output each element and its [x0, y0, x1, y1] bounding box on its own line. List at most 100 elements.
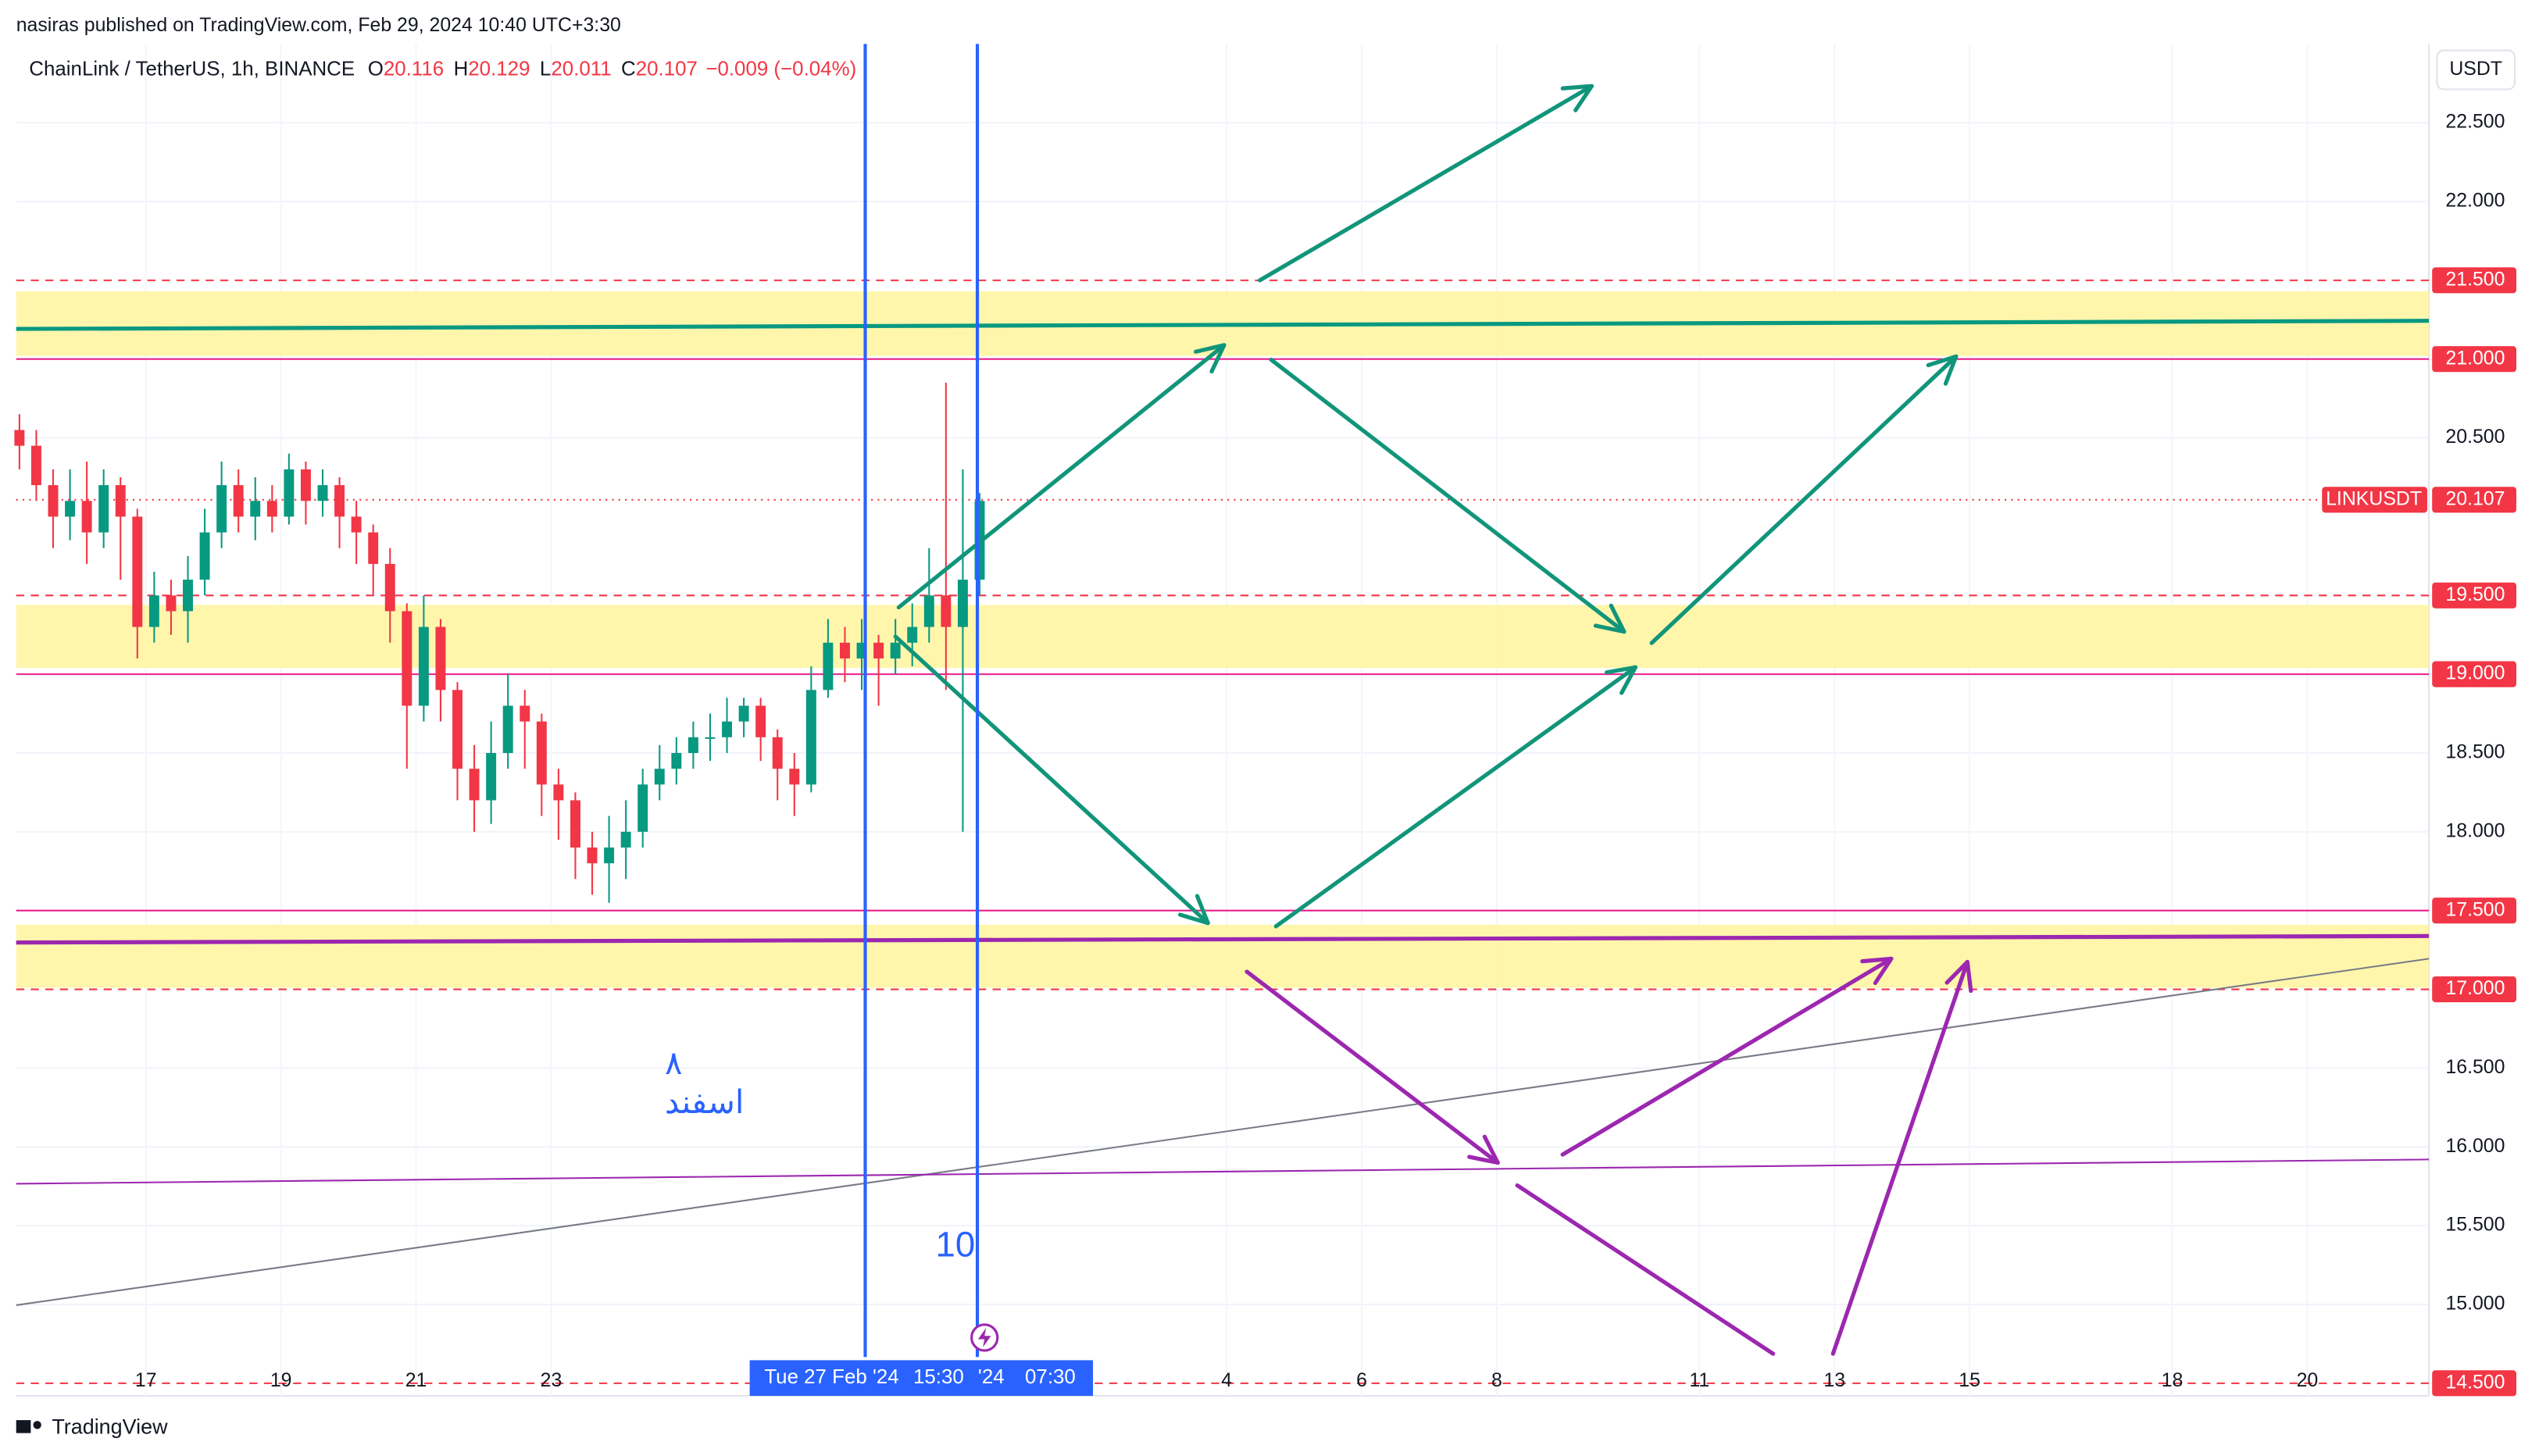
candle-body [284, 469, 295, 517]
x-tick-label: 17 [135, 1369, 157, 1391]
candle-body [418, 626, 429, 706]
event-icon-bolt [977, 1327, 991, 1347]
y-tick-label: 16.000 [2445, 1135, 2505, 1157]
candle-body [132, 516, 143, 627]
candle-body [587, 848, 598, 864]
zone [16, 605, 2430, 669]
x-tick-label: 6 [1356, 1369, 1367, 1391]
cursor-label-box [749, 1360, 1094, 1396]
arrow [1245, 969, 1500, 1165]
zone [16, 924, 2430, 988]
y-tick-label: 16.500 [2445, 1056, 2505, 1078]
arrow-head [1593, 603, 1627, 634]
price-level-label: 17.000 [2445, 977, 2505, 999]
candle-body [486, 752, 497, 801]
candle-body [435, 626, 446, 691]
y-tick-label: 15.000 [2445, 1293, 2505, 1315]
candle-body [233, 485, 244, 517]
annotation-text: 10 [936, 1224, 976, 1264]
arrow [1273, 665, 1638, 929]
candle-body [384, 563, 395, 612]
arrow-head [1177, 894, 1210, 926]
candle-body [402, 611, 412, 706]
legend: ChainLink / TetherUS, 1h, BINANCE O20.116… [29, 58, 856, 80]
candle-body [805, 690, 816, 785]
cursor-label: '24 [978, 1366, 1005, 1388]
arrow-head [1860, 956, 1894, 986]
price-level-label: 17.500 [2445, 898, 2505, 920]
arrow [1830, 959, 1969, 1356]
candle-body [148, 595, 159, 627]
x-tick-label: 11 [1689, 1369, 1709, 1391]
legend-item: H [454, 58, 469, 80]
candle-body [317, 485, 328, 501]
arrow [1515, 1183, 1776, 1356]
candle-body [81, 501, 92, 533]
y-tick-label: 22.000 [2445, 190, 2505, 212]
candle-body [452, 690, 462, 769]
currency: USDT [2449, 58, 2502, 80]
candle-body [115, 485, 126, 517]
x-tick-label: 21 [405, 1369, 427, 1391]
candles [14, 382, 985, 903]
candle-body [300, 469, 311, 501]
last-price-label: 20.107 [2445, 487, 2505, 509]
x-tick-label: 20 [2297, 1369, 2319, 1391]
legend-item: C [621, 58, 636, 80]
legend-item: ChainLink / TetherUS, 1h, BINANCE [29, 58, 355, 80]
candle-body [183, 580, 193, 612]
candle-body [907, 626, 918, 643]
cursor-label: 07:30 [1025, 1366, 1076, 1388]
x-tick-label: 23 [541, 1369, 562, 1391]
candle-body [65, 501, 76, 517]
candle-body [250, 501, 261, 517]
candle-body [637, 784, 648, 832]
header: nasiras published on TradingView.com, Fe… [16, 14, 621, 36]
price-level-label: 14.500 [2445, 1371, 2505, 1393]
arrow-head [1560, 84, 1594, 112]
x-tick-label: 4 [1221, 1369, 1232, 1391]
candle-body [687, 737, 698, 753]
candle-body [469, 769, 480, 801]
legend-item: −0.009 (−0.04%) [705, 58, 856, 80]
candle-body [604, 848, 615, 864]
price-level-label: 19.000 [2445, 662, 2505, 684]
currency-box[interactable] [2436, 49, 2516, 91]
arrow-head [1194, 343, 1227, 374]
candle-body [520, 705, 530, 722]
arrow [1269, 357, 1627, 634]
annotation-text: ۸ [665, 1044, 682, 1081]
arrow-head [1944, 959, 1973, 994]
x-tick-label: 13 [1823, 1369, 1845, 1391]
candle-body [957, 580, 968, 627]
candle-body [166, 595, 177, 612]
candle-body [266, 501, 277, 517]
y-tick-label: 18.000 [2445, 819, 2505, 841]
zones [16, 291, 2430, 988]
y-tick-label: 15.500 [2445, 1214, 2505, 1236]
candle-body [502, 705, 513, 753]
legend-item: L [540, 58, 551, 80]
grid [16, 44, 2430, 1396]
candle-body [620, 831, 631, 848]
symbol-label: LINKUSDT [2326, 487, 2422, 509]
candle-body [553, 784, 564, 801]
logo-mark [33, 1421, 41, 1429]
candle-body [755, 705, 766, 737]
arrow [896, 343, 1227, 610]
candle-body [890, 642, 901, 658]
price-level-box [2432, 661, 2516, 687]
arrow-head [1605, 665, 1638, 695]
candle-body [570, 800, 580, 848]
candle-body [654, 769, 665, 785]
arrow-head [1467, 1134, 1500, 1165]
candle-body [351, 516, 362, 533]
horizontal-trend [16, 933, 2430, 945]
arrow [893, 634, 1210, 926]
price-level-label: 21.000 [2445, 347, 2505, 369]
price-level-box [2432, 1370, 2516, 1397]
candle-body [368, 532, 379, 564]
cursor-label: 15:30 [913, 1366, 964, 1388]
arrow [1257, 84, 1594, 283]
